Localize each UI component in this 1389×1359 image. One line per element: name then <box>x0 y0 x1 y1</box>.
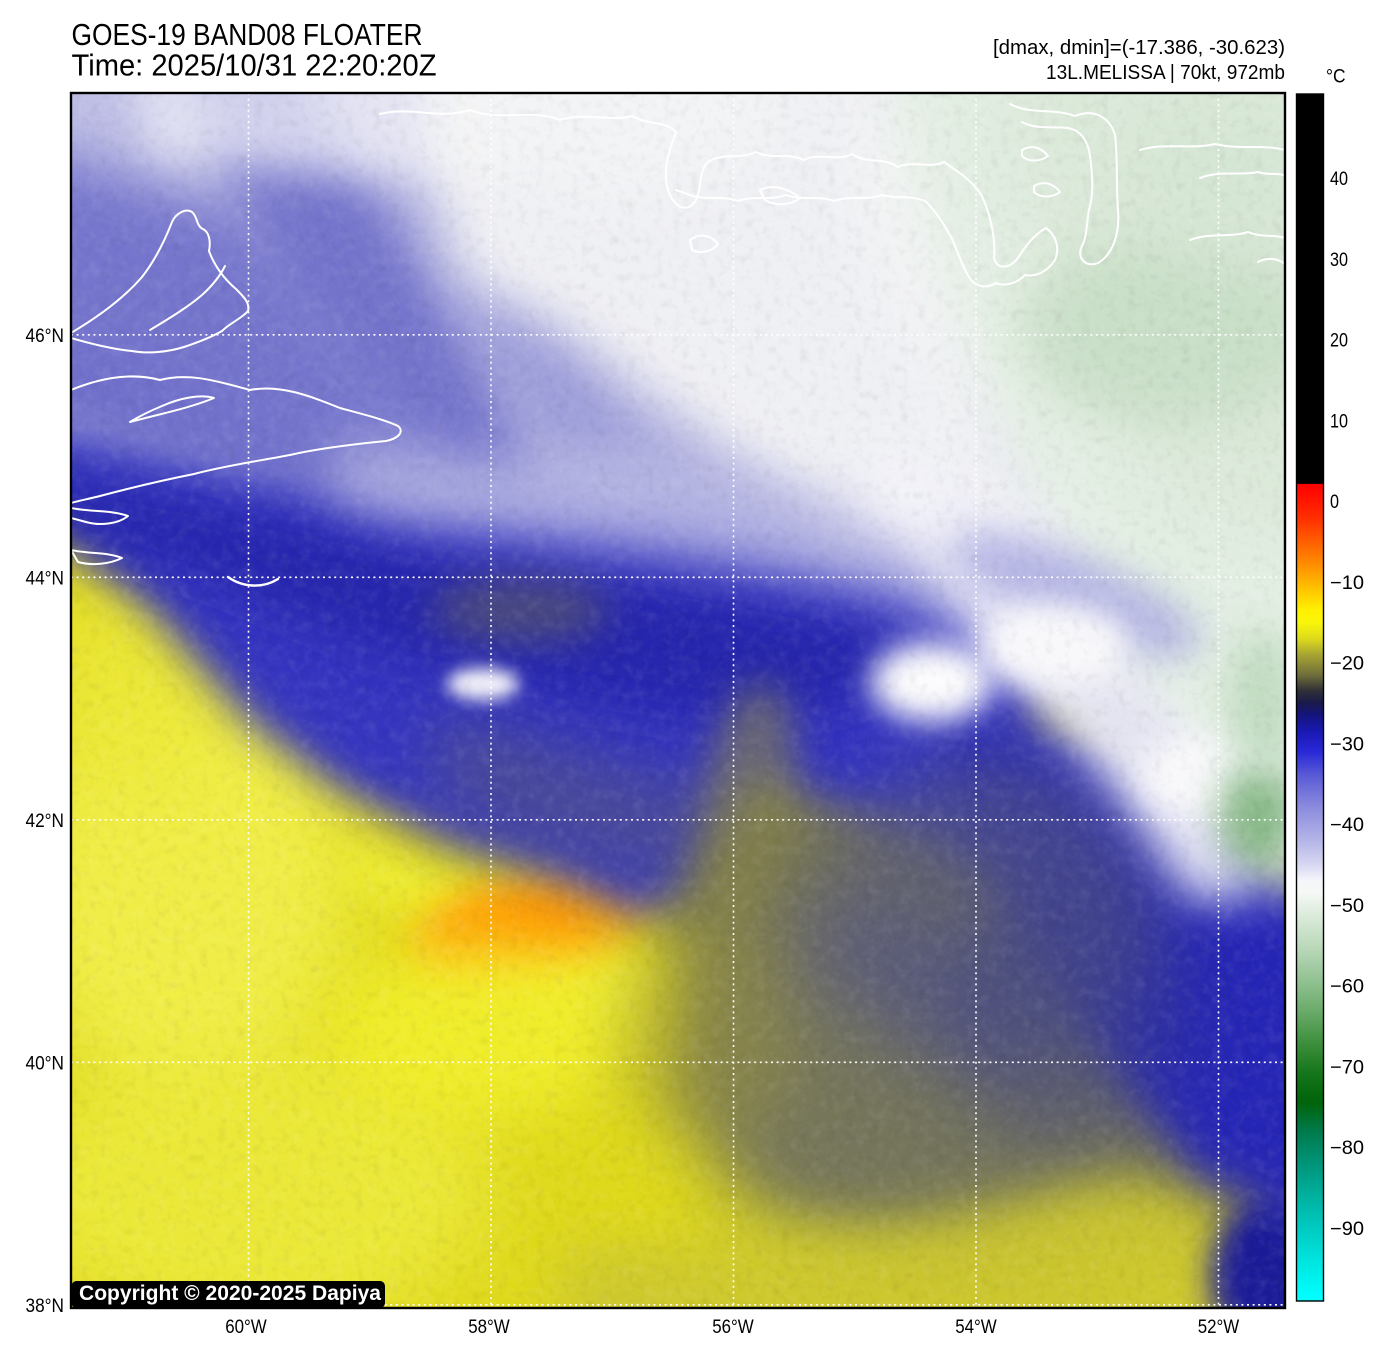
svg-text:38°N: 38°N <box>26 1295 65 1317</box>
svg-text:−80: −80 <box>1330 1137 1364 1159</box>
svg-text:60°W: 60°W <box>225 1316 267 1338</box>
svg-text:GOES-19 BAND08 FLOATER: GOES-19 BAND08 FLOATER <box>72 17 423 52</box>
svg-text:0: 0 <box>1330 491 1339 513</box>
svg-text:Copyright © 2020-2025 Dapiya: Copyright © 2020-2025 Dapiya <box>79 1281 382 1305</box>
svg-text:13L.MELISSA | 70kt, 972mb: 13L.MELISSA | 70kt, 972mb <box>1046 62 1285 84</box>
svg-text:−70: −70 <box>1330 1056 1364 1078</box>
svg-text:−20: −20 <box>1330 653 1364 675</box>
svg-text:−40: −40 <box>1330 814 1364 836</box>
svg-text:−10: −10 <box>1330 572 1364 594</box>
svg-text:20: 20 <box>1330 330 1348 352</box>
svg-text:−60: −60 <box>1330 976 1364 998</box>
svg-text:40: 40 <box>1330 168 1348 190</box>
svg-text:[dmax, dmin]=(-17.386, -30.623: [dmax, dmin]=(-17.386, -30.623) <box>993 37 1285 59</box>
svg-text:Time: 2025/10/31 22:20:20Z: Time: 2025/10/31 22:20:20Z <box>72 48 437 83</box>
svg-text:52°W: 52°W <box>1198 1316 1240 1338</box>
svg-text:56°W: 56°W <box>712 1316 754 1338</box>
svg-text:40°N: 40°N <box>26 1052 65 1074</box>
svg-text:−30: −30 <box>1330 733 1364 755</box>
svg-text:−50: −50 <box>1330 895 1364 917</box>
svg-text:−90: −90 <box>1330 1218 1364 1240</box>
svg-text:54°W: 54°W <box>955 1316 997 1338</box>
svg-text:58°W: 58°W <box>468 1316 510 1338</box>
svg-text:42°N: 42°N <box>26 810 65 832</box>
svg-text:30: 30 <box>1330 249 1348 271</box>
svg-text:46°N: 46°N <box>26 325 65 347</box>
svg-text:10: 10 <box>1330 410 1348 432</box>
svg-text:°C: °C <box>1326 66 1346 88</box>
svg-text:44°N: 44°N <box>26 567 65 589</box>
